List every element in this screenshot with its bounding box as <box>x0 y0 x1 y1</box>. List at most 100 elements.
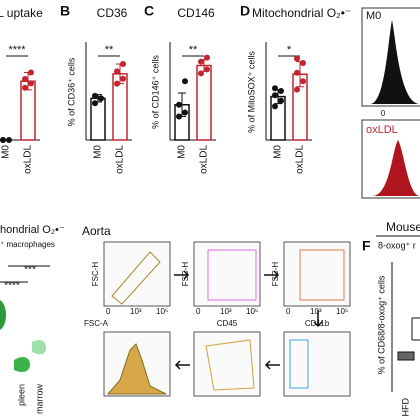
panel-label: F <box>362 238 371 254</box>
axis-label: CD11b <box>305 319 330 328</box>
data-point <box>120 61 126 68</box>
category-label: oxLDL <box>23 145 34 174</box>
data-point <box>6 137 12 143</box>
panel-title: hondrial O₂•⁻ <box>0 224 65 236</box>
flow-plot <box>193 331 261 397</box>
data-point <box>114 80 120 87</box>
category-label: M0 <box>273 145 284 159</box>
y-axis-label: % of CD68/8-oxog⁺ cells <box>376 275 386 374</box>
gate <box>299 249 345 301</box>
category-label: M0 <box>93 145 104 159</box>
significance: *** <box>24 265 36 276</box>
category-label: oxLDL <box>295 145 306 174</box>
histogram-m0 <box>370 20 420 104</box>
panel-label: C <box>144 3 154 19</box>
data-point <box>182 109 188 116</box>
violin <box>0 300 6 330</box>
gate <box>289 339 309 389</box>
y-axis-label: % of CD36⁺ cells <box>66 57 76 126</box>
significance: **** <box>8 44 26 56</box>
data-point <box>28 80 34 87</box>
hist-label: oxLDL <box>366 124 398 136</box>
data-point <box>278 97 284 104</box>
data-point <box>294 55 300 62</box>
significance: * <box>287 44 292 56</box>
significance: ** <box>105 44 114 56</box>
category-label: oxLDL <box>199 145 210 174</box>
gate <box>207 249 257 301</box>
tick-label: 0 <box>196 307 201 316</box>
histogram-frame <box>361 7 420 107</box>
violin <box>14 357 30 373</box>
data-point <box>204 54 210 61</box>
tick-label: 10⁵ <box>336 307 348 316</box>
flow-plot <box>103 241 171 307</box>
panel-title: CD146 <box>177 6 215 20</box>
flow-plot <box>193 241 261 307</box>
axis-label: FSC-H <box>271 262 280 287</box>
category-label: HFD <box>400 398 410 417</box>
data-point <box>204 66 210 73</box>
data-point <box>300 78 306 85</box>
histogram <box>106 343 167 395</box>
data-point <box>278 88 284 94</box>
flow-plots <box>103 241 351 397</box>
gate <box>111 251 161 305</box>
category-label: M0 <box>1 145 12 159</box>
panel-label: B <box>60 3 70 19</box>
tick-label: 10³ <box>220 307 232 316</box>
data-point <box>22 76 28 83</box>
tick-label: 0 <box>286 307 291 316</box>
panel-title: L uptake <box>0 6 43 20</box>
data-point <box>120 75 126 82</box>
panel-title: CD36 <box>97 6 128 20</box>
histogram-frame <box>361 119 420 199</box>
panel-subtitle: ⁺ macrophages <box>0 240 55 249</box>
box <box>397 351 415 361</box>
tick-label: 10³ <box>130 307 142 316</box>
flow-plot <box>283 331 351 397</box>
data-point <box>198 70 204 77</box>
data-point <box>176 113 182 120</box>
data-point <box>98 95 104 102</box>
data-point <box>272 103 278 110</box>
data-point <box>114 68 120 75</box>
data-point <box>176 101 182 108</box>
data-point <box>182 78 188 85</box>
bar <box>196 64 212 141</box>
arrow <box>174 270 323 370</box>
tick-label: 10⁵ <box>246 307 258 316</box>
histogram-oxldl <box>372 140 420 196</box>
data-point <box>272 92 278 99</box>
data-point <box>272 85 278 92</box>
violin <box>32 340 46 355</box>
category-label: oxLDL <box>115 145 126 174</box>
data-point <box>28 69 34 76</box>
y-axis-label: % of MitoSOX⁺ cells <box>246 51 256 133</box>
panel-label: D <box>240 3 250 19</box>
data-point <box>198 58 204 65</box>
data-point <box>22 84 28 91</box>
category-label: pleen <box>16 384 26 406</box>
data-point <box>300 60 306 66</box>
significance: **** <box>4 281 20 292</box>
data-point <box>294 86 300 93</box>
data-point <box>92 100 98 107</box>
tick-label: 10³ <box>310 307 322 316</box>
panel-title: Mitochondrial O₂•⁻ <box>252 6 351 20</box>
axis-label: FSC-H <box>181 262 190 287</box>
data-point <box>294 69 300 76</box>
hist-tick: 0 <box>381 109 386 118</box>
axis-label: CD45 <box>217 319 238 328</box>
y-axis-label: % of CD146⁺ cells <box>150 55 160 129</box>
axis-label: FSC-H <box>91 262 100 287</box>
category-label: M0 <box>177 145 188 159</box>
hist-label: M0 <box>366 10 381 22</box>
tick-label: 0 <box>106 307 111 316</box>
sig-bracket <box>411 317 420 341</box>
panel-subtitle: 8-oxog⁺ r <box>378 240 416 250</box>
panel-title: Aorta <box>82 224 111 238</box>
panel-title: Mouse <box>386 220 420 234</box>
data-point <box>92 92 98 99</box>
